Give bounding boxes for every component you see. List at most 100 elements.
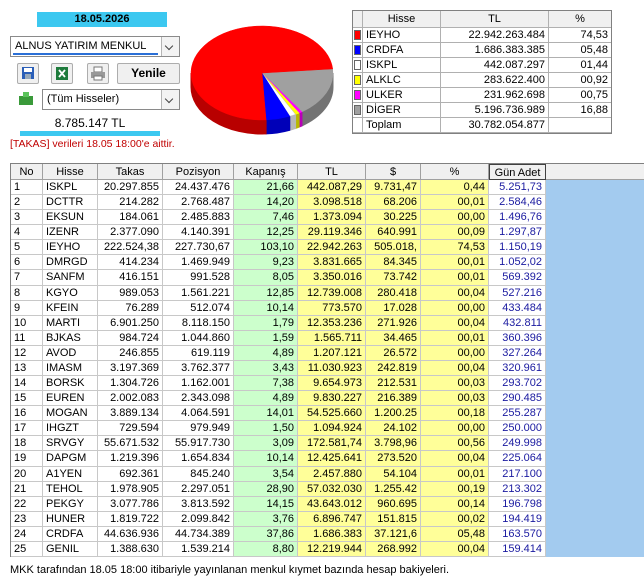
table-cell: 11.030.923 (298, 360, 366, 377)
table-cell: 320.961 (489, 360, 546, 377)
column-header: Hisse (43, 164, 98, 180)
icon-shape (19, 96, 33, 105)
table-cell: 293.702 (489, 376, 546, 392)
table-cell: AVOD (43, 345, 98, 361)
legend-swatch-cell (353, 43, 363, 58)
date: 18.05.2026 (74, 13, 130, 25)
table-cell: 17.028 (366, 300, 421, 316)
legend-swatch-cell (353, 73, 363, 88)
legend-swatch (354, 30, 361, 40)
table-cell: 1.539.214 (163, 541, 234, 557)
legend-name: DİGER (363, 103, 441, 118)
table-cell: 00,00 (421, 421, 489, 437)
table-cell: 360.396 (489, 330, 546, 346)
table-cell: 2.768.487 (163, 195, 234, 211)
pie-side (295, 112, 300, 130)
table-cell: 9.654.973 (298, 376, 366, 392)
legend-header-cell: Hisse (363, 11, 441, 28)
print-button[interactable] (87, 63, 109, 84)
table-cell: IMASM (43, 360, 98, 377)
table-cell: 1.304.726 (98, 376, 163, 392)
legend-header-cell: % (549, 11, 611, 28)
table-cell: 14,15 (234, 496, 298, 512)
dropdown-arrow[interactable] (161, 37, 179, 56)
table-cell: 184.061 (98, 210, 163, 226)
table-cell: 12 (11, 345, 43, 361)
table-cell: 5 (11, 240, 43, 256)
table-cell: 00,02 (421, 511, 489, 527)
table-cell: 24.437.476 (163, 180, 234, 196)
table-cell: 1.162.001 (163, 376, 234, 392)
legend-total-tl: 30.782.054.877 (441, 118, 549, 133)
table-cell: 268.992 (366, 541, 421, 557)
table-cell: 212.531 (366, 376, 421, 392)
table-cell: 2.485.883 (163, 210, 234, 226)
table-cell: 159.414 (489, 541, 546, 557)
table-cell: 3,43 (234, 360, 298, 377)
legend-total-name: Toplam (363, 118, 441, 133)
table-cell: 1.469.949 (163, 255, 234, 271)
table-cell: IZENR (43, 225, 98, 241)
pie-slice (261, 68, 334, 113)
dropdown-arrow[interactable] (161, 90, 179, 109)
table-cell: 12,25 (234, 225, 298, 241)
table-cell: 2.377.090 (98, 225, 163, 241)
table-cell: 7,38 (234, 376, 298, 392)
table-cell: KGYO (43, 285, 98, 301)
filter-value: (Tüm Hisseler) (47, 93, 120, 105)
table-cell: EKSUN (43, 210, 98, 226)
table-cell: 16 (11, 406, 43, 422)
legend-header-cell (353, 11, 363, 28)
table-cell: 55.917.730 (163, 436, 234, 452)
table-cell: 20 (11, 466, 43, 482)
table-cell: 9.731,47 (366, 180, 421, 196)
table-cell: 960.695 (366, 496, 421, 512)
column-header: Pozisyon (163, 164, 234, 180)
table-cell: 00,09 (421, 225, 489, 241)
table-cell: 225.064 (489, 451, 546, 467)
table-cell: 00,04 (421, 451, 489, 467)
table-cell: 22 (11, 496, 43, 512)
table-cell: 15 (11, 391, 43, 407)
refresh-button[interactable]: Yenile (117, 63, 180, 84)
column-header: % (421, 164, 489, 180)
table-cell: 25 (11, 541, 43, 557)
table-cell: IEYHO (43, 240, 98, 256)
column-header: Takas (98, 164, 163, 180)
broker-combo[interactable]: ALNUS YATIRIM MENKUL (10, 36, 180, 57)
table-cell: 729.594 (98, 421, 163, 437)
table-cell: 3,54 (234, 466, 298, 482)
table-cell: 17 (11, 421, 43, 437)
table-cell: 00,14 (421, 496, 489, 512)
icon-shape (23, 92, 29, 97)
table-cell: 9.830.227 (298, 391, 366, 407)
table-cell: 527.216 (489, 285, 546, 301)
table-cell: 12.219.944 (298, 541, 366, 557)
table-cell: 12.739.008 (298, 285, 366, 301)
table-cell: 249.998 (489, 436, 546, 452)
table-cell: 3.197.369 (98, 360, 163, 377)
table-cell: 3,76 (234, 511, 298, 527)
table-cell: ISKPL (43, 180, 98, 196)
table-cell: 1,50 (234, 421, 298, 437)
excel-button[interactable] (51, 63, 73, 84)
legend-swatch (354, 90, 361, 100)
table-cell: 00,04 (421, 315, 489, 331)
table-cell: 6 (11, 255, 43, 271)
table-cell: 57.032.030 (298, 481, 366, 497)
pie-side (289, 113, 297, 131)
table-cell: 2.584,46 (489, 195, 546, 211)
table-cell: 151.815 (366, 511, 421, 527)
table-cell: 10 (11, 315, 43, 331)
underline-scribble (13, 53, 158, 55)
table-cell: 1.094.924 (298, 421, 366, 437)
table-cell: 21,66 (234, 180, 298, 196)
save-button[interactable] (17, 63, 39, 84)
legend-swatch (354, 105, 361, 115)
filter-combo[interactable]: (Tüm Hisseler) (42, 89, 180, 110)
table-cell: 216.389 (366, 391, 421, 407)
table-cell: 3,09 (234, 436, 298, 452)
refresh-label: Yenile (131, 66, 166, 80)
table-cell: SANFM (43, 270, 98, 286)
